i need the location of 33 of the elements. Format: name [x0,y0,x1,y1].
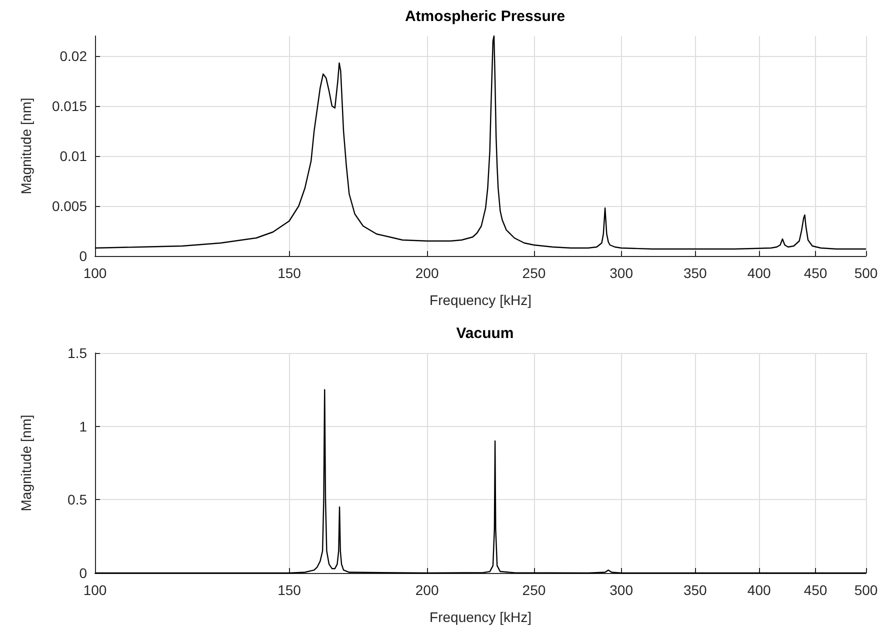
y-axis-title: Magnitude [nm] [18,98,34,194]
x-tick-label: 200 [415,582,439,598]
y-tick-label: 0.005 [52,198,88,214]
x-tick-label: 250 [522,265,546,281]
x-tick-label: 200 [415,265,439,281]
y-tick-label: 0 [79,248,88,264]
x-tick-label: 500 [854,265,878,281]
x-tick-label: 400 [747,582,771,598]
x-tick-label: 400 [747,265,771,281]
x-tick-label: 100 [83,265,107,281]
x-tick-label: 100 [83,582,107,598]
x-tick-label: 450 [804,582,828,598]
y-tick-label: 0.015 [52,98,88,114]
x-tick-label: 350 [683,582,708,598]
x-axis-title: Frequency [kHz] [430,292,532,308]
x-tick-label: 350 [683,265,708,281]
chart-title: Vacuum [456,325,514,342]
y-axis-title: Magnitude [nm] [18,414,34,512]
y-tick-label: 0.02 [60,48,88,64]
y-tick-label: 0.5 [68,492,88,508]
x-tick-label: 250 [522,582,546,598]
x-tick-label: 300 [610,265,634,281]
x-tick-label: 500 [854,582,878,598]
x-tick-label: 300 [610,582,634,598]
y-tick-label: 0 [79,565,88,581]
x-tick-label: 150 [278,265,302,281]
x-tick-label: 450 [804,265,828,281]
x-axis-title: Frequency [kHz] [430,609,532,625]
y-tick-label: 0.01 [60,148,88,164]
chart-title: Atmospheric Pressure [404,8,566,25]
y-tick-label: 1.5 [68,345,88,361]
x-tick-label: 150 [278,582,302,598]
y-tick-label: 1 [79,418,88,434]
